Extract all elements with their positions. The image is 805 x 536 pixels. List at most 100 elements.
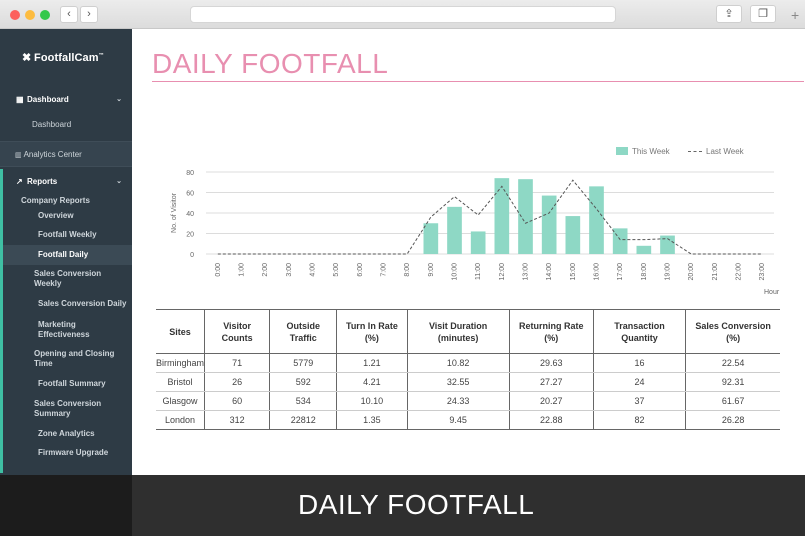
table-row[interactable]: Glasgow 60 534 10.10 24.33 20.27 37 61.67 [156,391,780,411]
title-divider [152,81,804,82]
x-tick-label: 20:00 [688,263,695,281]
chevron-left-icon: ‹ [67,8,71,20]
x-tick-label: 16:00 [594,263,601,281]
sidebar-item-analytics-center[interactable]: ▥ Analytics Center [0,141,132,167]
sidebar-item-footfall-summary[interactable]: Footfall Summary [38,379,106,388]
logo: ✖ FootfallCam™ [22,52,104,64]
table-cell: 29.63 [508,353,594,373]
legend-last-week[interactable]: Last Week [688,147,744,156]
x-tick-label: 13:00 [523,263,530,281]
bar [423,223,439,254]
sidebar-item-dashboard[interactable]: Dashboard [32,120,72,129]
active-item-highlight [3,245,132,265]
table-row[interactable]: London 312 22812 1.35 9.45 22.88 82 26.28 [156,410,780,430]
share-icon: ⇪ [724,8,734,20]
x-tick-label: 0:00 [215,263,222,277]
sidebar-item-sales-conversion-daily[interactable]: Sales Conversion Daily [38,299,127,308]
x-tick-label: 12:00 [499,263,506,281]
x-tick-label: 5:00 [333,263,340,277]
table-header: Visitor Counts [204,309,270,354]
back-button[interactable]: ‹ [60,6,78,23]
forward-button[interactable]: › [80,6,98,23]
legend-swatch-last-week [688,151,702,152]
sidebar-item-zone-analytics[interactable]: Zone Analytics [38,429,95,438]
bar [494,178,510,254]
sidebar-item-footfall-weekly[interactable]: Footfall Weekly [38,230,97,239]
tabs-icon: ❐ [758,8,768,20]
new-tab-button[interactable]: + [791,7,805,25]
plus-icon: + [791,7,800,23]
table-cell: 1.35 [336,410,408,430]
x-tick-label: 19:00 [665,263,672,281]
main-content: DAILY FOOTFALL This Week Last Week 0 20 40… [132,29,805,475]
sidebar-item-overview[interactable]: Overview [38,211,74,220]
y-tick-label: 40 [186,211,194,218]
x-axis-label: Hour [764,289,780,296]
grid-icon: ▦ [16,95,24,104]
table-cell: 592 [269,372,337,392]
table-cell: 22812 [269,410,337,430]
table-cell: 312 [204,410,270,430]
table-cell: 26 [204,372,270,392]
table-cell: 24 [592,372,686,392]
close-window-button[interactable] [10,10,20,20]
bar [447,206,462,254]
x-tick-label: 4:00 [310,263,317,277]
sidebar-item-opening-closing-time[interactable]: Opening and Closing Time [34,349,115,368]
title-bar: ‹ › ⇪ ❐ + [0,0,805,29]
bar [565,216,581,254]
page-title: DAILY FOOTFALL [152,48,389,79]
table-body: Birmingham 71 5779 1.21 10.82 29.63 16 22.54 Bri… [156,353,780,430]
caption-band: DAILY FOOTFALL [132,475,805,536]
table-cell: 20.27 [508,391,594,411]
sidebar-section-dashboard[interactable]: ▦ Dashboard ⌄ [0,89,132,111]
table-cell: 5779 [269,353,337,373]
address-bar[interactable] [190,6,616,23]
sidebar-item-firmware-upgrade[interactable]: Firmware Upgrade [38,448,109,457]
table-header: Sites [156,309,205,354]
table-row[interactable]: Bristol 26 592 4.21 32.55 27.27 24 92.31 [156,372,780,392]
x-tick-label: 3:00 [286,263,293,277]
table-header: Turn In Rate (%) [336,309,408,354]
sidebar-item-footfall-daily[interactable]: Footfall Daily [38,250,89,259]
table-cell: 71 [204,353,270,373]
table-cell: 26.28 [685,410,780,430]
x-tick-label: 2:00 [262,263,269,277]
sidebar-item-marketing-effectiveness[interactable]: Marketing Effectiveness [38,320,90,339]
x-tick-label: 10:00 [452,263,459,281]
y-tick-label: 80 [186,170,194,177]
bar [518,179,533,254]
table-cell: 16 [592,353,686,373]
legend-this-week[interactable]: This Week [616,147,670,156]
x-tick-label: 1:00 [239,263,246,277]
minimize-window-button[interactable] [25,10,35,20]
table-cell: 32.55 [406,372,510,392]
table-header: Transaction Quantity [592,309,686,354]
sidebar-item-sales-conversion-weekly[interactable]: Sales Conversion Weekly [34,269,102,288]
table-cell: 92.31 [685,372,780,392]
chevron-down-icon: ⌄ [116,178,122,185]
table-header: Sales Conversion (%) [685,309,780,354]
share-button[interactable]: ⇪ [716,5,742,23]
bar [589,186,604,254]
table-cell: 60 [204,391,270,411]
sidebar-group-company-reports[interactable]: Company Reports [21,196,90,205]
sidebar-item-sales-conversion-summary[interactable]: Sales Conversion Summary [34,399,102,418]
x-tick-label: 6:00 [357,263,364,277]
x-tick-label: 9:00 [428,263,435,277]
chevron-down-icon: ⌄ [116,96,122,103]
table-row[interactable]: Birmingham 71 5779 1.21 10.82 29.63 16 22.54 [156,353,780,373]
sidebar-section-reports[interactable]: ↗ Reports ⌄ [0,171,132,193]
tabs-button[interactable]: ❐ [750,5,776,23]
x-tick-label: 17:00 [617,263,624,281]
line-chart-icon: ↗ [16,177,23,186]
footfallcam-logo-icon: ✖ [22,52,32,64]
zoom-window-button[interactable] [40,10,50,20]
bar [612,228,628,254]
bar [470,231,486,254]
y-tick-label: 20 [186,232,194,239]
table-cell: Bristol [156,372,205,392]
sites-table: Sites Visitor Counts Outside Traffic Turn I… [156,309,780,430]
x-tick-label: 8:00 [404,263,411,277]
